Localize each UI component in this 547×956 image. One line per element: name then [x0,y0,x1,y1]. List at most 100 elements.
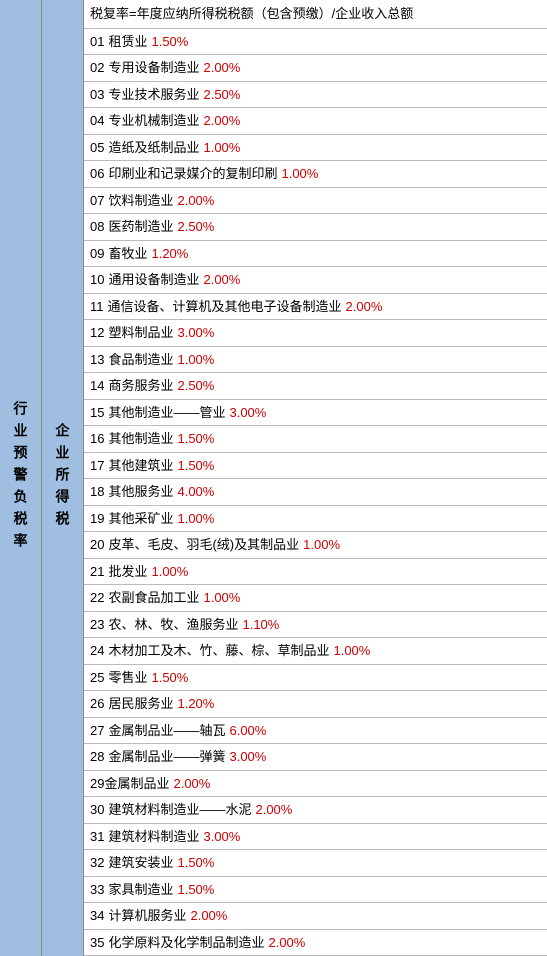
table-row: 23农、林、牧、渔服务业1.10% [84,612,547,639]
industry-name: 医药制造业 [108,217,173,237]
table-row: 06印刷业和记录媒介的复制印刷1.00% [84,161,547,188]
tax-rate: 1.00% [203,588,240,608]
table-row: 26居民服务业1.20% [84,691,547,718]
row-number: 20 [90,535,104,555]
industry-name: 其他制造业 [108,429,173,449]
row-number: 28 [90,747,104,767]
industry-name: 木材加工及木、竹、藤、棕、草制品业 [108,641,329,661]
row-number: 01 [90,32,104,52]
industry-name: 专业技术服务业 [108,85,199,105]
table-row: 13食品制造业1.00% [84,347,547,374]
industry-name: 计算机服务业 [108,906,186,926]
tax-rate: 1.50% [177,429,214,449]
data-column: 税复率=年度应纳所得税税额（包含预缴）/企业收入总额 01租赁业1.50%02专… [84,0,547,956]
industry-name: 塑料制品业 [108,323,173,343]
industry-name: 其他制造业——管业 [108,403,225,423]
industry-name: 居民服务业 [108,694,173,714]
row-number: 23 [90,615,104,635]
row-number: 29 [90,774,104,794]
formula-header: 税复率=年度应纳所得税税额（包含预缴）/企业收入总额 [84,0,547,29]
tax-rate: 2.00% [173,774,210,794]
table-row: 25零售业1.50% [84,665,547,692]
tax-rate: 4.00% [177,482,214,502]
tax-rate: 1.50% [151,668,188,688]
industry-name: 农副食品加工业 [108,588,199,608]
tax-rate: 1.00% [281,164,318,184]
category-column: 行业预警负税率 [0,0,42,956]
industry-name: 食品制造业 [108,350,173,370]
table-row: 31建筑材料制造业3.00% [84,824,547,851]
tax-rate: 2.00% [203,58,240,78]
rows-container: 01租赁业1.50%02专用设备制造业2.00%03专业技术服务业2.50%04… [84,29,547,956]
row-number: 13 [90,350,104,370]
industry-name: 零售业 [108,668,147,688]
row-number: 12 [90,323,104,343]
table-row: 10通用设备制造业2.00% [84,267,547,294]
table-row: 17其他建筑业1.50% [84,453,547,480]
tax-rate: 1.50% [151,32,188,52]
tax-rate: 2.50% [177,217,214,237]
table-row: 05造纸及纸制品业1.00% [84,135,547,162]
tax-rate-table: 行业预警负税率 企业所得税 税复率=年度应纳所得税税额（包含预缴）/企业收入总额… [0,0,547,956]
row-number: 05 [90,138,104,158]
tax-rate: 2.00% [268,933,305,953]
industry-name: 家具制造业 [108,880,173,900]
row-number: 32 [90,853,104,873]
table-row: 08医药制造业2.50% [84,214,547,241]
row-number: 04 [90,111,104,131]
row-number: 25 [90,668,104,688]
industry-name: 金属制品业——轴瓦 [108,721,225,741]
tax-rate: 1.00% [303,535,340,555]
industry-name: 其他采矿业 [108,509,173,529]
table-row: 35化学原料及化学制品制造业2.00% [84,930,547,956]
tax-rate: 3.00% [177,323,214,343]
industry-name: 其他建筑业 [108,456,173,476]
tax-rate: 1.50% [177,456,214,476]
industry-name: 通用设备制造业 [108,270,199,290]
table-row: 07饮料制造业2.00% [84,188,547,215]
row-number: 10 [90,270,104,290]
table-row: 28金属制品业——弹簧3.00% [84,744,547,771]
table-row: 01租赁业1.50% [84,29,547,56]
row-number: 03 [90,85,104,105]
tax-rate: 2.00% [203,270,240,290]
industry-name: 饮料制造业 [108,191,173,211]
tax-rate: 1.00% [333,641,370,661]
industry-name: 农、林、牧、渔服务业 [108,615,238,635]
table-row: 24木材加工及木、竹、藤、棕、草制品业1.00% [84,638,547,665]
industry-name: 化学原料及化学制品制造业 [108,933,264,953]
tax-rate: 3.00% [203,827,240,847]
table-row: 15其他制造业——管业3.00% [84,400,547,427]
tax-rate: 1.50% [177,880,214,900]
table-row: 03专业技术服务业2.50% [84,82,547,109]
industry-name: 建筑材料制造业——水泥 [108,800,251,820]
row-number: 33 [90,880,104,900]
row-number: 11 [90,297,104,317]
table-row: 20皮革、毛皮、羽毛(绒)及其制品业1.00% [84,532,547,559]
row-number: 18 [90,482,104,502]
table-row: 14商务服务业2.50% [84,373,547,400]
tax-rate: 2.00% [177,191,214,211]
table-row: 16其他制造业1.50% [84,426,547,453]
subcategory-label: 企业所得税 [53,423,73,533]
tax-rate: 1.20% [177,694,214,714]
industry-name: 印刷业和记录媒介的复制印刷 [108,164,277,184]
tax-rate: 1.00% [177,509,214,529]
tax-rate: 1.00% [177,350,214,370]
tax-rate: 2.00% [203,111,240,131]
tax-rate: 2.00% [190,906,227,926]
industry-name: 皮革、毛皮、羽毛(绒)及其制品业 [108,535,299,555]
industry-name: 通信设备、计算机及其他电子设备制造业 [108,297,342,317]
table-row: 19其他采矿业1.00% [84,506,547,533]
row-number: 34 [90,906,104,926]
industry-name: 建筑材料制造业 [108,827,199,847]
table-row: 12塑料制品业3.00% [84,320,547,347]
tax-rate: 2.50% [177,376,214,396]
tax-rate: 1.00% [151,562,188,582]
row-number: 06 [90,164,104,184]
tax-rate: 1.20% [151,244,188,264]
industry-name: 造纸及纸制品业 [108,138,199,158]
row-number: 31 [90,827,104,847]
row-number: 15 [90,403,104,423]
industry-name: 金属制品业——弹簧 [108,747,225,767]
